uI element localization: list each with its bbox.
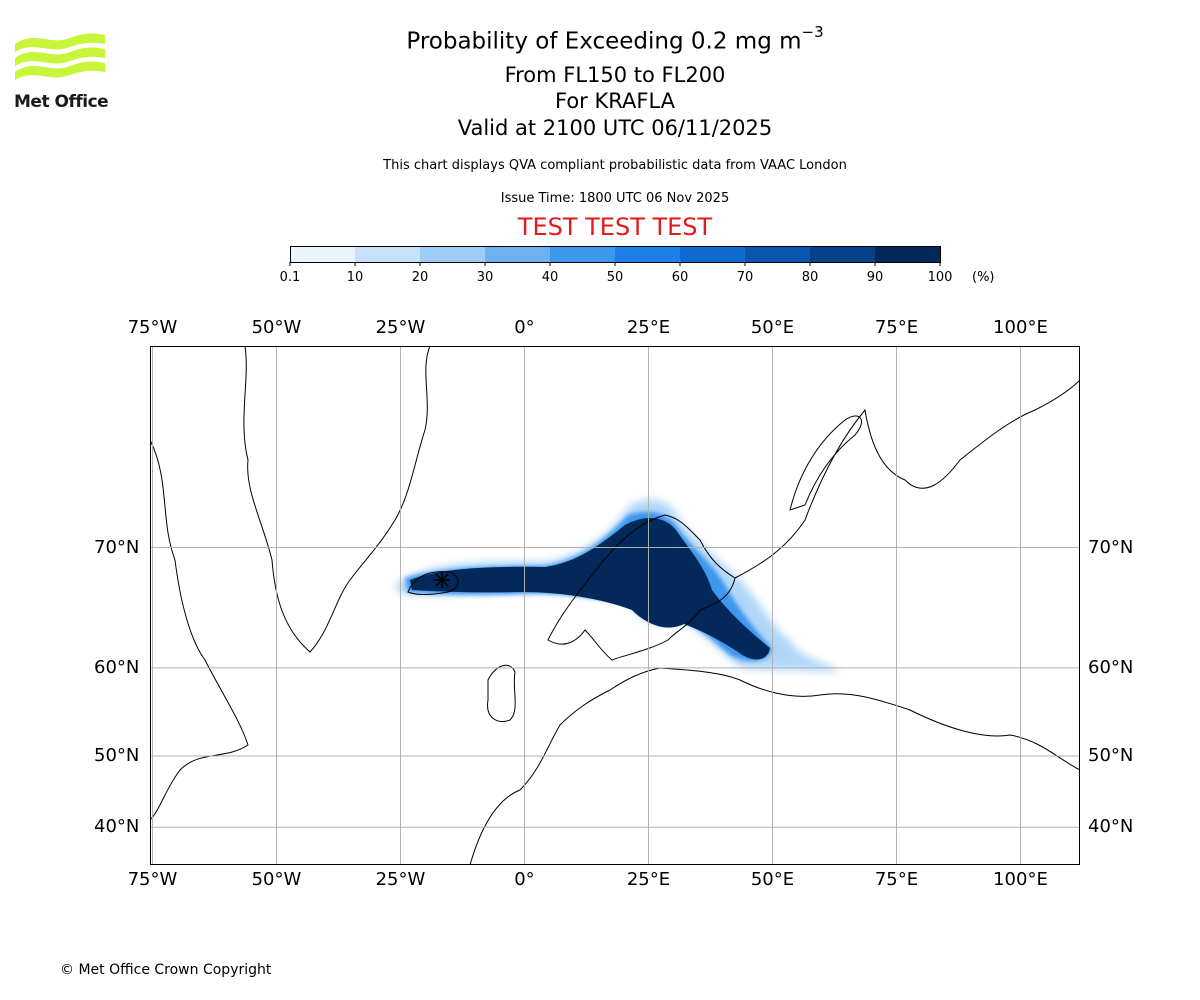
longitude-label-top: 50°W (251, 317, 302, 338)
colorbar-segment (680, 247, 746, 262)
logo-text: Met Office (14, 92, 109, 112)
valid-time-subtitle: Valid at 2100 UTC 06/11/2025 (457, 116, 773, 140)
gridlines (150, 346, 1080, 865)
colorbar-tick-label: 0.1 (279, 270, 301, 285)
greenland-coast (243, 346, 431, 653)
scandinavia-coast (547, 514, 736, 661)
colorbar-segment (420, 247, 486, 262)
colorbar-segment (290, 247, 356, 262)
ash-plume-core (410, 517, 770, 660)
longitude-label-top: 0° (514, 317, 535, 338)
longitude-label-top: 25°E (626, 317, 671, 338)
volcano-marker (434, 572, 450, 588)
colorbar-tick-label: 50 (606, 270, 624, 285)
map-frame (150, 346, 1080, 865)
longitude-label-bottom: 50°E (750, 869, 795, 890)
longitude-label-bottom: 0° (514, 869, 535, 890)
longitude-label-top: 100°E (993, 317, 1048, 338)
volcano-subtitle: For KRAFLA (555, 89, 675, 113)
latitude-label-right: 50°N (1088, 744, 1134, 766)
colorbar-tick-label: 90 (866, 270, 884, 285)
colorbar-segment (810, 247, 876, 262)
longitude-label-top: 25°W (375, 317, 426, 338)
logo-wave-3 (15, 61, 105, 80)
longitude-label-bottom: 75°W (127, 869, 178, 890)
chart-title: Probability of Exceeding 0.2 mg m−3 (0, 23, 1200, 55)
colorbar-tick-label: 40 (541, 270, 559, 285)
longitude-label-bottom: 25°E (626, 869, 671, 890)
colorbar-segment (550, 247, 616, 262)
colorbar-segment (615, 247, 681, 262)
longitude-label-top: 75°E (874, 317, 919, 338)
canada-coast (150, 346, 249, 821)
ash-plume (395, 499, 840, 672)
europe-coast (469, 667, 1080, 865)
latitude-label-right: 60°N (1088, 656, 1134, 678)
latitude-label-left: 70°N (94, 536, 140, 558)
iceland-coast (407, 571, 459, 596)
flight-level-subtitle: From FL150 to FL200 (504, 63, 726, 87)
colorbar-segment (355, 247, 421, 262)
colorbar-segment (875, 247, 941, 262)
longitude-label-top: 50°E (750, 317, 795, 338)
colorbar-tick-label: 70 (736, 270, 754, 285)
longitude-label-bottom: 25°W (375, 869, 426, 890)
data-disclaimer: This chart displays QVA compliant probab… (383, 158, 847, 173)
latitude-label-left: 60°N (94, 656, 140, 678)
logo-wave-2 (15, 47, 105, 66)
colorbar-tick-label: 30 (476, 270, 494, 285)
colorbar-tick-label: 100 (927, 270, 953, 285)
longitude-label-bottom: 75°E (874, 869, 919, 890)
logo-wave-1 (15, 33, 105, 52)
colorbar-tick-label: 20 (411, 270, 429, 285)
chart-title-text: Probability of Exceeding 0.2 mg m (406, 28, 802, 55)
issue-time: Issue Time: 1800 UTC 06 Nov 2025 (500, 191, 730, 206)
latitude-label-right: 40°N (1088, 816, 1134, 838)
latitude-label-left: 50°N (94, 744, 140, 766)
longitude-label-bottom: 100°E (993, 869, 1048, 890)
colorbar-segment (745, 247, 811, 262)
longitude-label-bottom: 50°W (251, 869, 302, 890)
longitude-label-top: 75°W (127, 317, 178, 338)
russia-arctic-coast (734, 379, 1080, 579)
colorbar-unit: (%) (972, 270, 995, 285)
novaya-zemlya-coast (789, 415, 863, 511)
latitude-label-right: 70°N (1088, 536, 1134, 558)
met-office-logo (15, 33, 105, 80)
colorbar-tickmarks (289, 262, 941, 266)
copyright-notice: © Met Office Crown Copyright (60, 962, 272, 978)
colorbar-tick-label: 80 (801, 270, 819, 285)
colorbar-segment (485, 247, 551, 262)
colorbar-tick-label: 60 (671, 270, 689, 285)
colorbar (289, 246, 941, 266)
coastlines (150, 346, 1080, 865)
uk-coast (487, 664, 516, 723)
colorbar-segments (290, 247, 941, 262)
colorbar-tick-label: 10 (346, 270, 364, 285)
test-banner: TEST TEST TEST (517, 213, 713, 241)
chart-title-superscript: −3 (801, 23, 824, 41)
latitude-label-left: 40°N (94, 816, 140, 838)
